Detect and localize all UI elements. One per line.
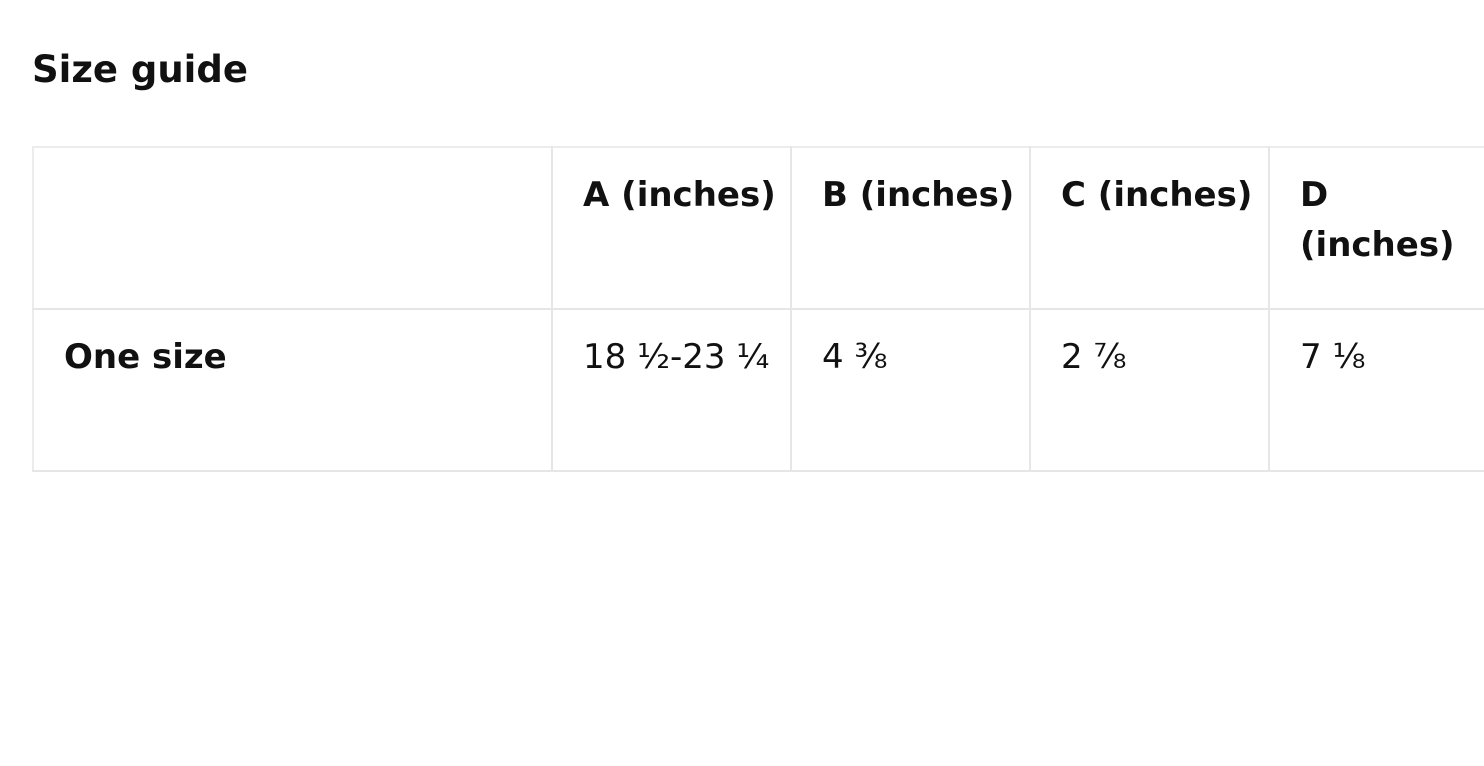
- cell-d: 7 ⅛: [1268, 308, 1484, 472]
- cell-c: 2 ⅞: [1029, 308, 1270, 472]
- table-header-row: A (inches) B (inches) C (inches) D (inch…: [32, 146, 1484, 310]
- header-c: C (inches): [1029, 146, 1270, 310]
- cell-a: 18 ½-23 ¼: [551, 308, 792, 472]
- header-empty: [32, 146, 553, 310]
- row-label: One size: [32, 308, 553, 472]
- header-d: D (inches): [1268, 146, 1484, 310]
- cell-b: 4 ⅜: [790, 308, 1031, 472]
- header-b: B (inches): [790, 146, 1031, 310]
- table-row: One size 18 ½-23 ¼ 4 ⅜ 2 ⅞ 7 ⅛: [32, 308, 1484, 472]
- size-guide-table: A (inches) B (inches) C (inches) D (inch…: [32, 146, 1484, 472]
- size-guide-table-scroll[interactable]: A (inches) B (inches) C (inches) D (inch…: [32, 146, 1484, 472]
- header-a: A (inches): [551, 146, 792, 310]
- page-title: Size guide: [32, 48, 248, 91]
